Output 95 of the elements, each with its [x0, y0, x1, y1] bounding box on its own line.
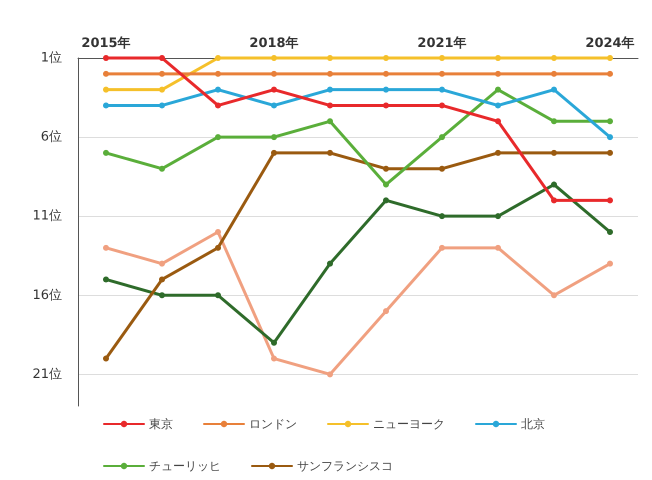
point	[159, 166, 165, 172]
point	[551, 86, 557, 93]
point	[327, 118, 333, 124]
point	[103, 356, 109, 362]
point	[327, 86, 333, 93]
point	[383, 182, 389, 188]
point	[383, 55, 389, 61]
x-tick-label: 2015年	[81, 36, 131, 51]
point	[551, 197, 557, 204]
point	[215, 134, 221, 140]
point	[271, 340, 277, 346]
point	[103, 55, 109, 61]
point	[327, 371, 333, 378]
point	[607, 260, 613, 267]
point	[607, 134, 613, 140]
point	[215, 229, 221, 235]
legend-label: ロンドン	[249, 417, 297, 431]
y-tick-label: 16位	[32, 288, 62, 303]
x-tick-label: 2021年	[417, 36, 467, 51]
point	[159, 276, 165, 282]
point	[215, 55, 221, 61]
point	[271, 356, 277, 362]
point	[495, 86, 501, 93]
point	[495, 55, 501, 61]
point	[215, 292, 221, 298]
point	[327, 70, 333, 77]
point	[495, 213, 501, 220]
point	[439, 166, 445, 172]
point	[383, 197, 389, 204]
point	[607, 118, 613, 124]
point	[439, 134, 445, 140]
point	[439, 244, 445, 251]
point	[383, 86, 389, 93]
point	[439, 70, 445, 77]
point	[327, 102, 333, 108]
point	[215, 70, 221, 77]
legend-label: サンフランシスコ	[297, 459, 393, 473]
point	[551, 55, 557, 61]
point	[327, 260, 333, 267]
point	[439, 55, 445, 61]
point	[607, 229, 613, 235]
point	[215, 244, 221, 251]
x-tick-label: 2024年	[585, 36, 635, 51]
point	[271, 102, 277, 108]
point	[383, 166, 389, 172]
point	[103, 276, 109, 282]
point	[159, 70, 165, 77]
point	[271, 134, 277, 140]
point	[551, 150, 557, 156]
point	[607, 150, 613, 156]
point	[271, 70, 277, 77]
point	[159, 86, 165, 93]
point	[495, 150, 501, 156]
y-tick-label: 6位	[40, 130, 62, 145]
point	[383, 70, 389, 77]
point	[551, 118, 557, 124]
point	[271, 150, 277, 156]
point	[607, 55, 613, 61]
point	[551, 70, 557, 77]
legend-label: ニューヨーク	[373, 417, 445, 431]
point	[383, 308, 389, 314]
point	[327, 55, 333, 61]
legend-label: チューリッヒ	[149, 459, 221, 473]
point	[551, 182, 557, 188]
y-tick-label: 1位	[40, 50, 62, 66]
point	[271, 86, 277, 93]
point	[159, 292, 165, 298]
x-tick-label: 2018年	[249, 36, 299, 51]
point	[159, 260, 165, 267]
point	[271, 55, 277, 61]
y-tick-label: 21位	[32, 366, 62, 382]
point	[103, 244, 109, 251]
point	[103, 70, 109, 77]
point	[159, 102, 165, 108]
legend-label: 東京	[149, 417, 173, 431]
point	[439, 213, 445, 220]
point	[439, 86, 445, 93]
point	[495, 70, 501, 77]
point	[607, 197, 613, 204]
point	[327, 150, 333, 156]
point	[103, 102, 109, 108]
y-tick-label: 11位	[32, 208, 62, 224]
point	[215, 102, 221, 108]
point	[103, 150, 109, 156]
point	[495, 244, 501, 251]
point	[215, 86, 221, 93]
legend-label: 北京	[521, 417, 545, 431]
point	[383, 102, 389, 108]
point	[551, 292, 557, 298]
point	[607, 70, 613, 77]
point	[103, 86, 109, 93]
point	[159, 55, 165, 61]
point	[495, 102, 501, 108]
point	[495, 118, 501, 124]
point	[439, 102, 445, 108]
